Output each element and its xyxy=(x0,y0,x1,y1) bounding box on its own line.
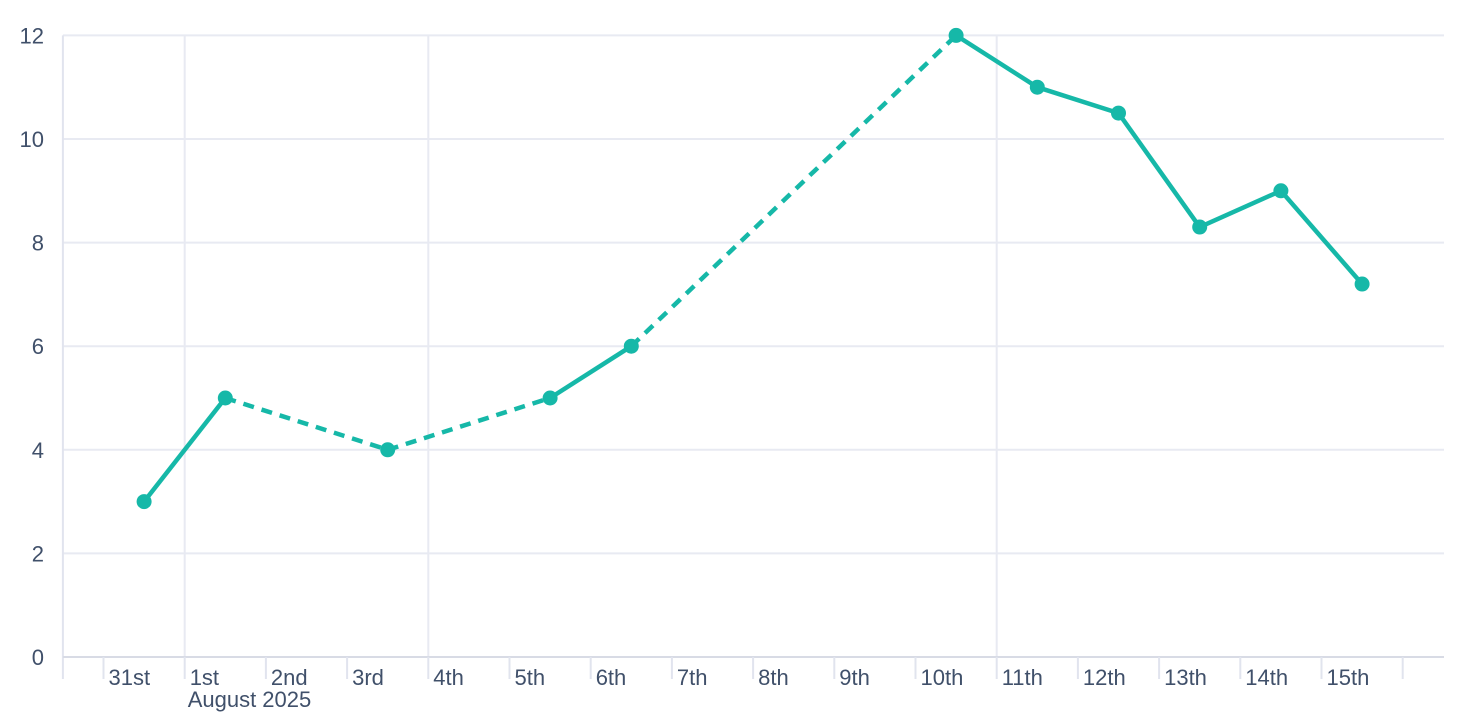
data-point-marker[interactable] xyxy=(217,390,233,406)
series-segment-solid xyxy=(1279,189,1364,286)
x-axis-tick-label: 31st xyxy=(109,665,151,690)
x-axis-tick-label: 10th xyxy=(921,665,964,690)
x-axis-tick-label: 11th xyxy=(1002,665,1043,690)
x-axis-tick-label: 2nd xyxy=(271,665,308,690)
x-axis-tick-label: 8th xyxy=(758,665,789,690)
data-point-marker[interactable] xyxy=(542,390,558,406)
series-segment-solid xyxy=(1116,111,1202,229)
x-axis-tick-label: 9th xyxy=(839,665,870,690)
data-point-marker[interactable] xyxy=(1029,79,1045,95)
x-axis-tick-label: 15th xyxy=(1327,665,1370,690)
x-axis-tick-label: 12th xyxy=(1083,665,1126,690)
x-axis-tick-label: 3rd xyxy=(352,665,384,690)
y-axis-tick-label: 12 xyxy=(20,23,44,48)
data-point-marker[interactable] xyxy=(1111,105,1126,121)
x-axis-tick-label: 7th xyxy=(677,665,708,690)
x-axis-month-label: August 2025 xyxy=(188,687,312,712)
x-axis-tick-label: 14th xyxy=(1245,665,1288,690)
y-axis-tick-label: 4 xyxy=(32,438,44,463)
data-point-marker[interactable] xyxy=(380,442,396,458)
series-segment-solid xyxy=(548,344,633,400)
x-axis-tick-label: 5th xyxy=(515,665,546,690)
series-segment-solid xyxy=(1198,188,1282,230)
y-axis-tick-label: 8 xyxy=(32,231,44,256)
data-point-marker[interactable] xyxy=(136,494,152,510)
series-segment-dashed xyxy=(387,395,551,452)
data-point-marker[interactable] xyxy=(1192,219,1208,235)
data-point-marker[interactable] xyxy=(1273,183,1289,199)
y-axis-tick-label: 2 xyxy=(32,541,44,566)
series-segment-dashed xyxy=(224,395,389,452)
y-axis-tick-label: 10 xyxy=(20,127,44,152)
x-axis-tick-label: 6th xyxy=(596,665,627,690)
data-point-marker[interactable] xyxy=(1354,276,1370,292)
data-point-marker[interactable] xyxy=(948,27,964,43)
x-axis-tick-label: 13th xyxy=(1164,665,1207,690)
x-axis-tick-label: 4th xyxy=(433,665,464,690)
series-segment-solid xyxy=(1036,85,1120,116)
x-axis-tick-label: 1st xyxy=(190,665,219,690)
data-point-marker[interactable] xyxy=(623,338,639,354)
y-axis-tick-label: 6 xyxy=(32,334,44,359)
series-segment-solid xyxy=(954,33,1039,90)
y-axis-tick-label: 0 xyxy=(32,645,44,670)
series-segment-solid xyxy=(142,396,228,503)
